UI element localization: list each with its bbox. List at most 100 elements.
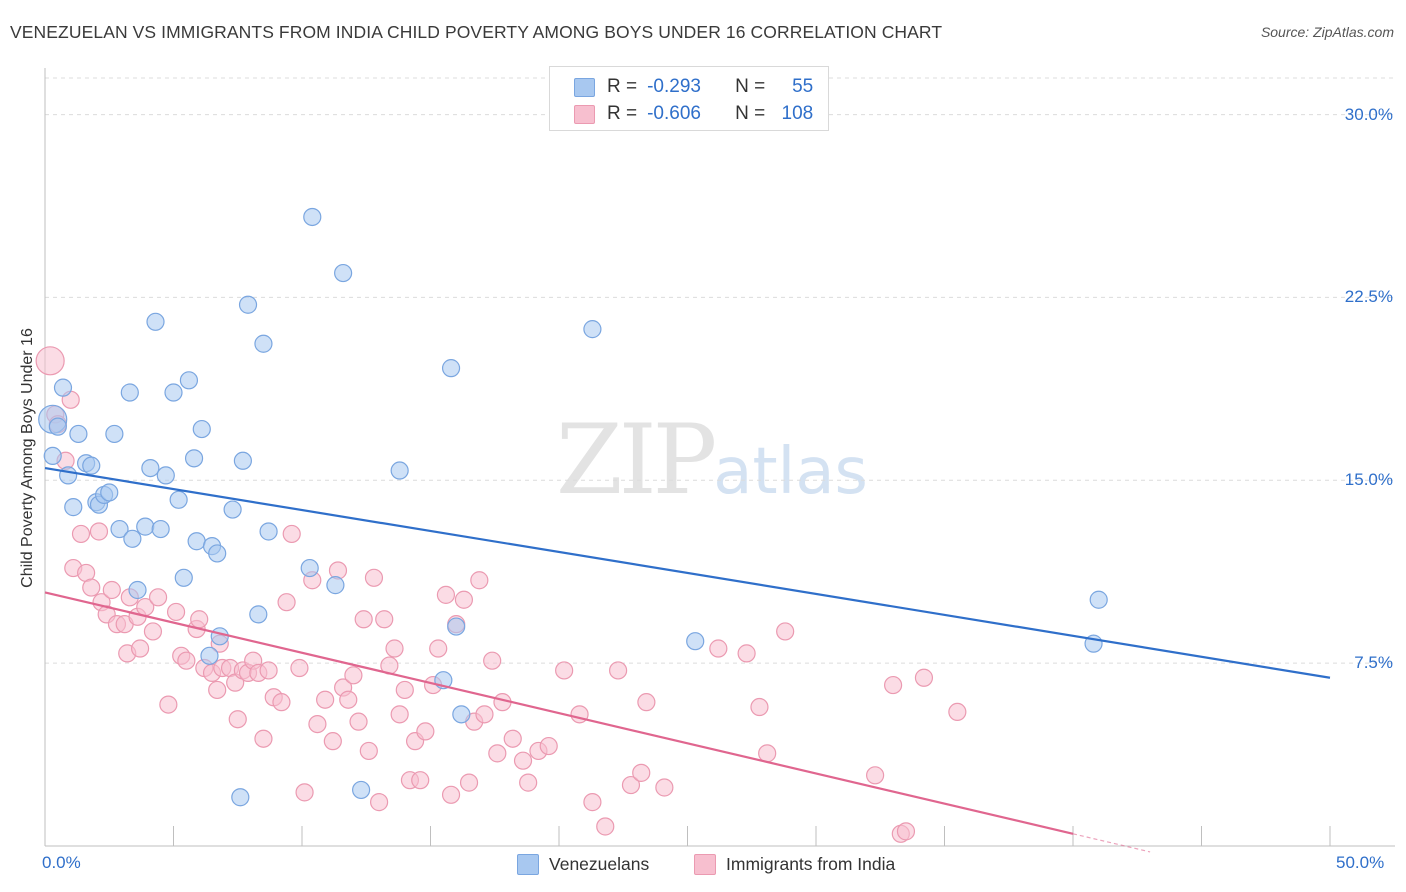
correlation-legend: R = -0.293 N = 55 R = -0.606 N = 108: [549, 66, 829, 131]
india-point: [758, 744, 777, 763]
trend-lines: [44, 467, 1331, 853]
grid-lines: [45, 77, 1395, 664]
venezuelans-point: [179, 371, 199, 390]
venezuelans-point: [69, 424, 88, 444]
india-point: [35, 346, 65, 376]
india-point: [488, 744, 507, 763]
india-point: [130, 639, 150, 658]
venezuelans-point: [192, 419, 211, 439]
india-point: [308, 714, 327, 734]
india-point: [375, 610, 394, 629]
y-tick-label: 22.5%: [1344, 287, 1393, 307]
india-point: [277, 593, 296, 612]
watermark: ZIPatlas: [556, 404, 868, 516]
india-point: [632, 763, 651, 782]
venezuelans-point: [151, 519, 170, 539]
india-point: [416, 722, 435, 741]
legend-r-label: R =: [607, 76, 638, 97]
india-point: [272, 693, 291, 712]
india-point: [359, 741, 378, 761]
india-point: [483, 651, 502, 670]
india-point: [370, 793, 389, 812]
india-point: [459, 773, 479, 792]
venezuelans-point: [48, 417, 67, 436]
y-tick-label: 30.0%: [1344, 104, 1393, 124]
india-point: [349, 712, 368, 731]
india-point: [166, 602, 186, 622]
venezuelans-point: [128, 580, 147, 600]
venezuelans-point: [156, 466, 175, 485]
india-point: [148, 588, 168, 607]
venezuelans-point: [53, 378, 73, 397]
venezuelans-point: [231, 788, 250, 807]
legend-r-value: -0.606: [647, 103, 701, 124]
india-point: [364, 568, 384, 587]
chart-title: VENEZUELAN VS IMMIGRANTS FROM INDIA CHIL…: [10, 22, 943, 42]
venezuelans-point: [249, 605, 268, 624]
india-point: [436, 585, 456, 604]
venezuelans-point: [223, 500, 242, 519]
venezuelans-point: [146, 312, 165, 331]
india-point: [282, 524, 301, 544]
venezuelans-point: [105, 424, 124, 444]
x-tick-label-min: 0.0%: [42, 853, 81, 872]
venezuelans-point: [82, 456, 101, 475]
india-point: [411, 771, 430, 790]
venezuelans-point: [452, 705, 471, 724]
venezuelans-point: [141, 458, 160, 478]
venezuelans-point: [1089, 590, 1108, 609]
watermark-atlas: atlas: [713, 435, 868, 509]
venezuelans-point: [100, 483, 119, 502]
india-point: [470, 571, 489, 590]
india-point: [390, 705, 409, 724]
india-point: [555, 661, 574, 680]
india-point: [89, 522, 109, 541]
venezuelans-point: [200, 646, 219, 665]
legend-row-india: R = -0.606 N = 108: [574, 102, 813, 126]
india-trend-line: [44, 591, 1074, 835]
venezuelans-point: [352, 780, 371, 800]
india-point: [159, 695, 178, 714]
india-point: [776, 622, 795, 641]
india-point: [454, 590, 474, 609]
india-point: [737, 644, 756, 663]
venezuelans-point: [254, 334, 273, 353]
india-point: [344, 666, 363, 685]
india-point: [883, 675, 903, 695]
india-point: [655, 778, 674, 797]
source-label: Source: ZipAtlas.com: [1260, 24, 1394, 40]
venezuelans-label: Venezuelans: [549, 853, 650, 874]
india-point: [339, 690, 358, 709]
venezuelans-point: [300, 558, 319, 578]
india-point: [259, 661, 278, 680]
india-point: [254, 729, 273, 748]
x-tick-label-max: 50.0%: [1336, 853, 1385, 872]
india-point: [596, 817, 615, 836]
india-point: [177, 651, 196, 670]
venezuelans-point: [583, 320, 602, 339]
venezuelans-point: [174, 568, 193, 587]
venezuelans-point: [390, 461, 409, 480]
india-point: [295, 783, 314, 802]
venezuelans-point: [164, 383, 183, 402]
india-point: [637, 693, 656, 712]
venezuelans-point: [64, 498, 83, 517]
venezuelans-swatch: [574, 77, 595, 97]
venezuelans-point: [208, 544, 227, 563]
legend-row-venezuelans: R = -0.293 N = 55: [574, 75, 813, 99]
india-point: [513, 751, 533, 770]
venezuelans-point: [136, 517, 155, 536]
venezuelans-point: [59, 466, 78, 485]
y-tick-label: 15.0%: [1344, 470, 1393, 490]
india-trend-extension: [1072, 833, 1151, 853]
venezuelans-point: [120, 383, 139, 402]
india-point: [519, 773, 538, 792]
venezuelans-point: [238, 295, 258, 314]
venezuelans-points: [38, 207, 1108, 807]
india-point: [290, 658, 309, 678]
legend-n-label: N =: [735, 103, 766, 124]
venezuelans-point: [303, 207, 322, 227]
india-point: [621, 775, 641, 795]
india-point: [71, 524, 91, 544]
